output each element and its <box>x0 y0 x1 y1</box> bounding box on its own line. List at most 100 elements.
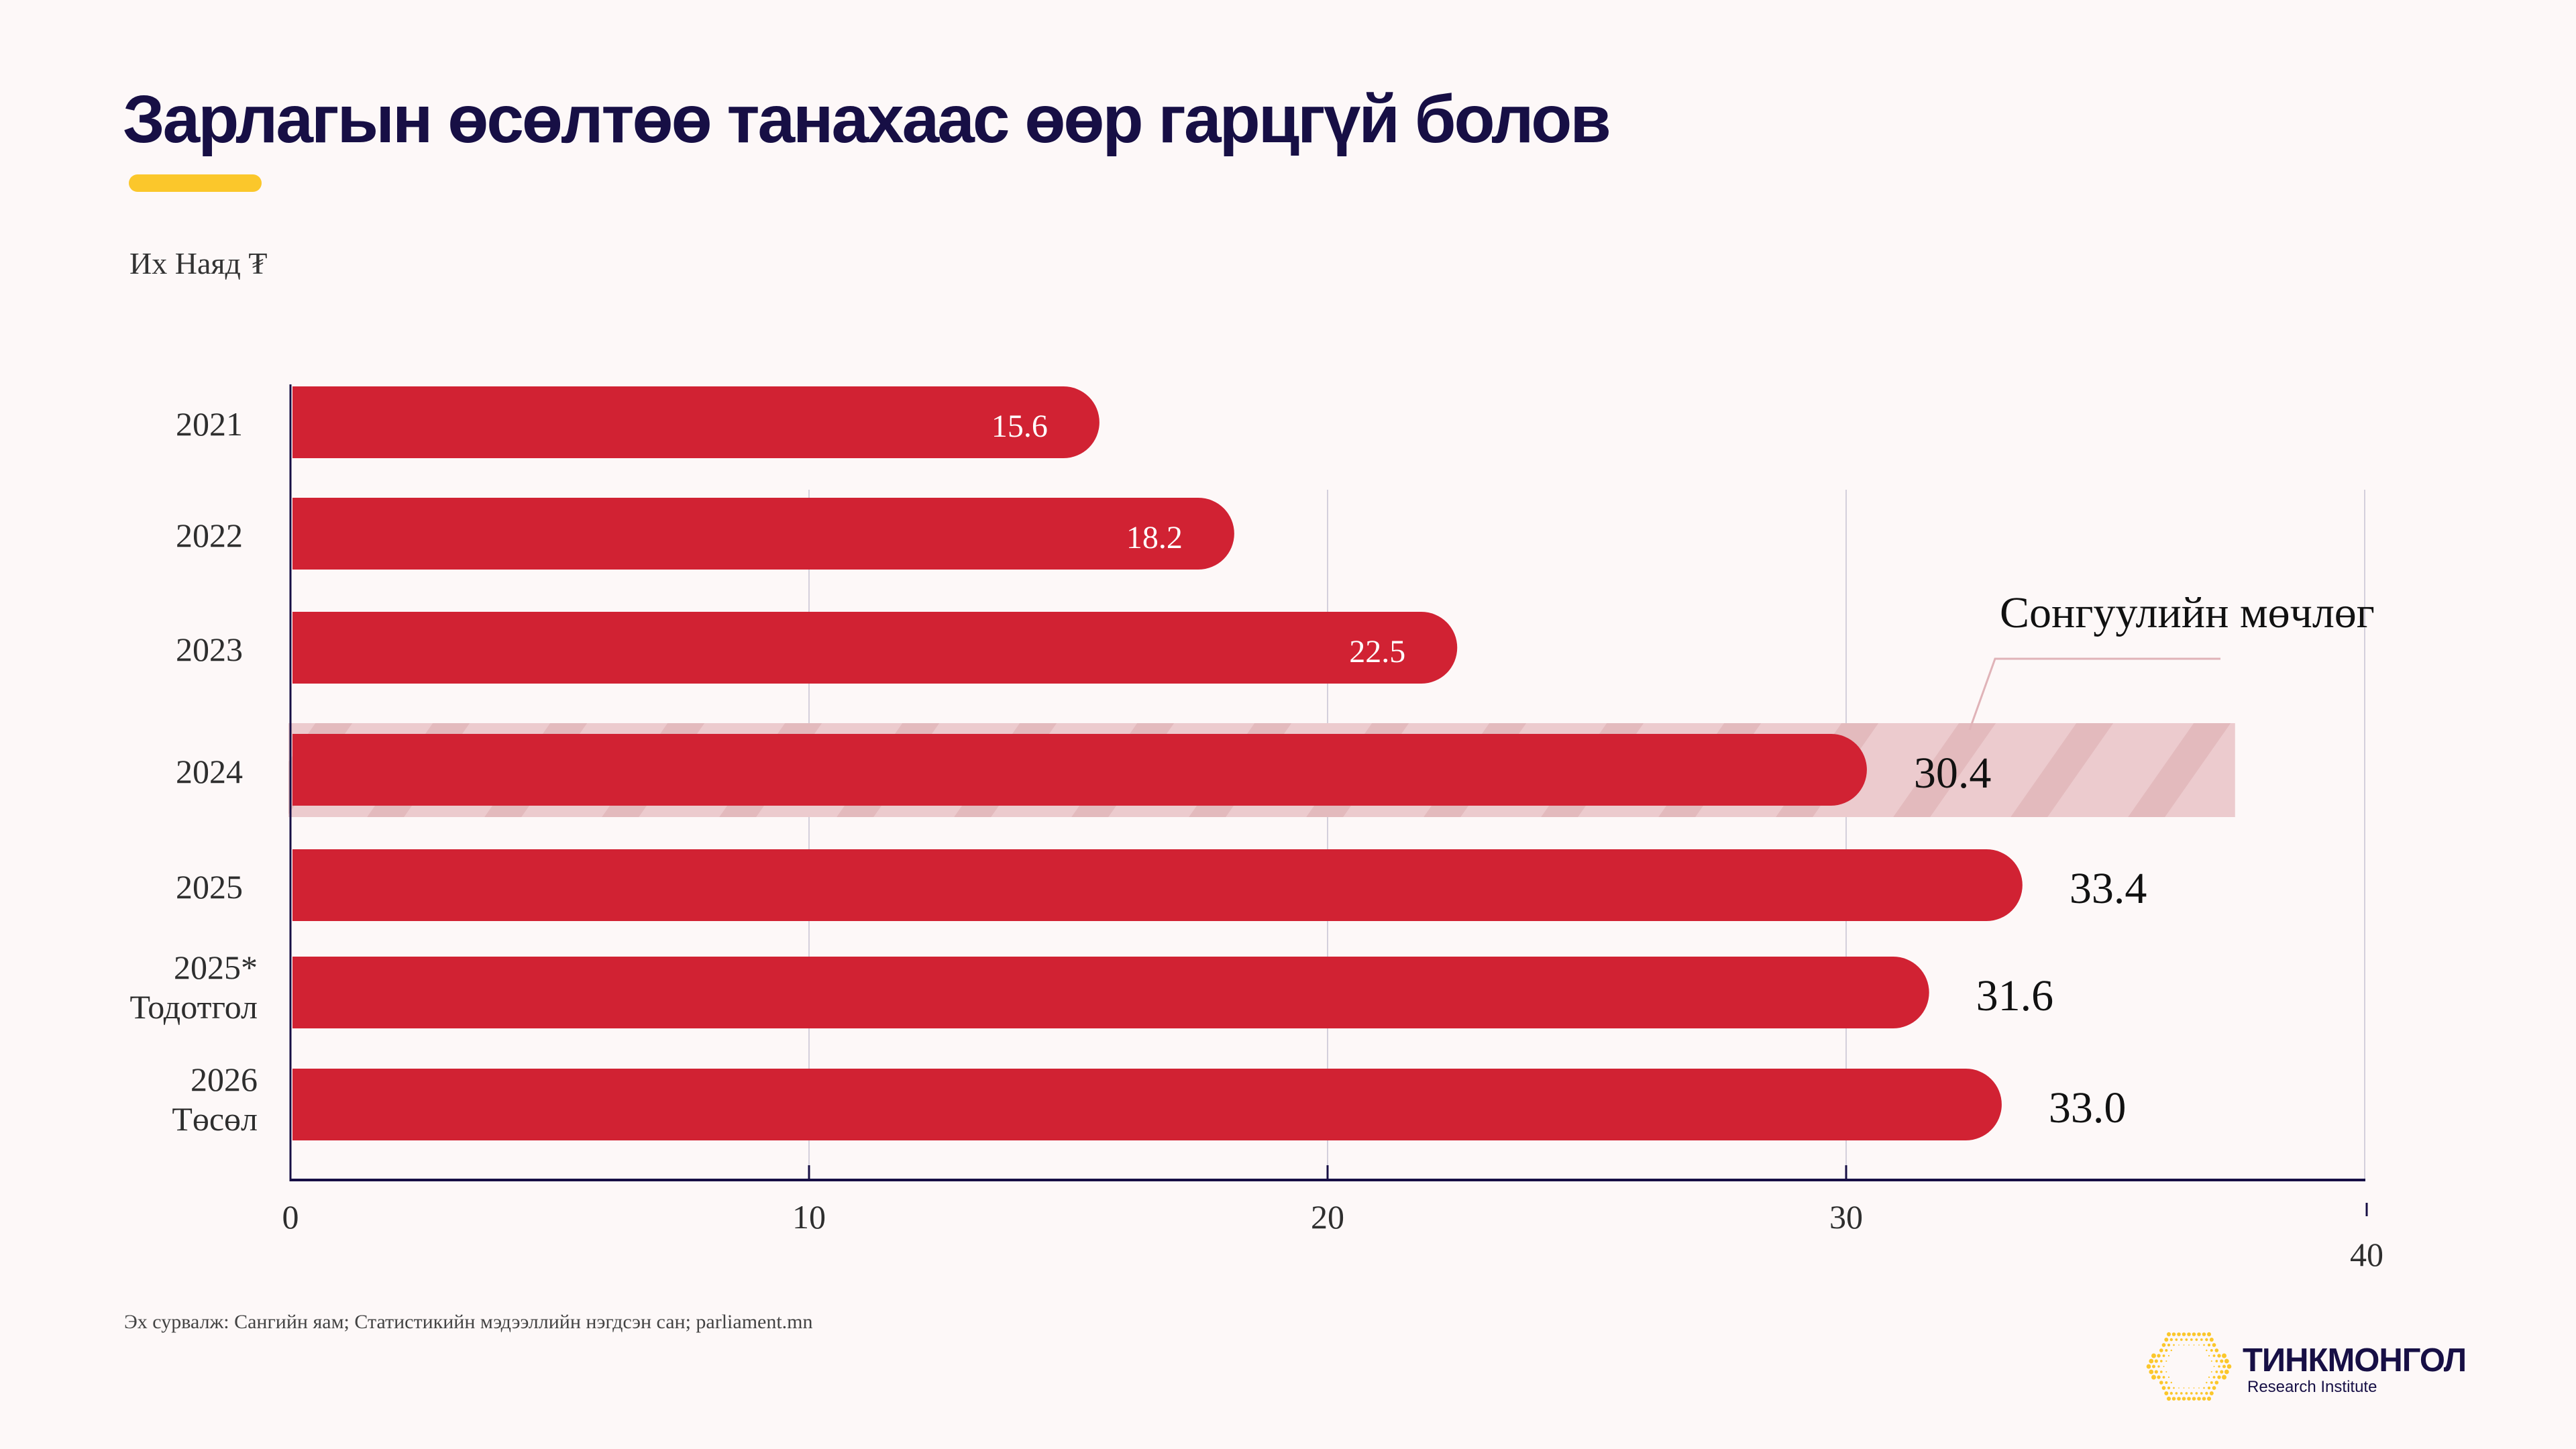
logo-subtitle: Research Institute <box>2247 1378 2377 1396</box>
logo-dot <box>2200 1392 2203 1395</box>
logo-dot <box>2214 1348 2219 1352</box>
logo-dot <box>2162 1354 2165 1357</box>
logo-dot <box>2220 1370 2224 1374</box>
logo-dot <box>2167 1376 2170 1379</box>
logo-dot <box>2178 1344 2180 1346</box>
logo-dot <box>2224 1369 2229 1375</box>
labels: Сонгуулийн мөчлөг15.6202118.2202222.5202… <box>129 405 2383 1273</box>
bar-2021 <box>292 386 1099 458</box>
logo-dot <box>2182 1332 2186 1336</box>
logo-dot <box>2209 1338 2214 1342</box>
logo-dot <box>2205 1338 2208 1342</box>
logo-dot <box>2164 1338 2169 1342</box>
logo-dot <box>2173 1387 2175 1389</box>
category-label: 2025 <box>176 868 243 906</box>
value-label: 15.6 <box>991 409 1048 444</box>
logo-dot <box>2222 1375 2226 1380</box>
logo-dot <box>2154 1359 2158 1363</box>
category-label: 2025* <box>174 949 258 986</box>
logo-dot <box>2224 1358 2229 1364</box>
category-label: 2026 <box>191 1061 258 1098</box>
logo-dot <box>2161 1386 2166 1390</box>
logo-dot <box>2159 1371 2163 1373</box>
logo-dot <box>2208 1354 2210 1357</box>
logo-dot <box>2202 1332 2206 1336</box>
logo-dot <box>2178 1387 2180 1389</box>
logo-dot <box>2173 1344 2175 1346</box>
category-sublabel: Төсөл <box>172 1100 258 1138</box>
logo-dot <box>2159 1381 2163 1385</box>
logo-dot <box>2226 1364 2232 1369</box>
logo-dot <box>2166 1332 2171 1337</box>
logo-dot <box>2151 1353 2156 1358</box>
value-label: 33.4 <box>2070 864 2147 913</box>
logo-dot <box>2190 1338 2193 1341</box>
logo-dot <box>2183 1387 2185 1389</box>
logo-dot <box>2159 1348 2163 1352</box>
logo-dot <box>2149 1358 2154 1364</box>
logo-dot <box>2187 1397 2191 1401</box>
logo-dot <box>2149 1369 2154 1375</box>
bar-2026 <box>292 1069 2002 1140</box>
logo-dot <box>2193 1387 2195 1389</box>
x-tick-label: 10 <box>792 1198 826 1236</box>
logo-dot <box>2157 1354 2161 1358</box>
title-accent-bar <box>129 174 262 192</box>
logo-dot <box>2187 1332 2191 1336</box>
logo-dot <box>2163 1366 2165 1367</box>
logo-hexagon-icon <box>2146 1332 2232 1401</box>
logo-dot <box>2157 1365 2160 1368</box>
logo-dot <box>2162 1376 2165 1379</box>
logo-dot <box>2208 1376 2210 1379</box>
logo-dot <box>2165 1348 2168 1352</box>
logo-dot <box>2212 1376 2216 1379</box>
logo-dot <box>2195 1392 2198 1395</box>
annotation-leader-line <box>1968 657 2220 731</box>
logo-dot <box>2207 1386 2211 1390</box>
value-label: 31.6 <box>1976 971 2054 1020</box>
logo-dot <box>2188 1344 2190 1346</box>
logo-dot <box>2212 1343 2216 1347</box>
logo-dot <box>2164 1391 2169 1395</box>
bar-2023 <box>292 612 1458 684</box>
logo-name: ТИНКМОНГОЛ <box>2243 1342 2467 1379</box>
logo-dot <box>2210 1381 2213 1385</box>
logo-dot <box>2177 1397 2181 1401</box>
x-tick-label: 0 <box>282 1198 299 1236</box>
axes <box>289 384 2368 1216</box>
logo-dot <box>2222 1364 2226 1368</box>
value-label: 30.4 <box>1914 749 1992 798</box>
logo-dot <box>2210 1371 2212 1373</box>
logo-dot <box>2180 1338 2183 1341</box>
logo-dot <box>2170 1381 2173 1384</box>
x-tick-label: 30 <box>1829 1198 1863 1236</box>
value-label: 22.5 <box>1349 634 1405 669</box>
logo-dot <box>2203 1344 2205 1346</box>
logo-dot <box>2200 1338 2203 1341</box>
logo-dot <box>2192 1332 2196 1336</box>
page-title: Зарлагын өсөлтөө танахаас өөр гарцгүй бо… <box>123 82 1611 157</box>
logo-dot <box>2157 1375 2161 1379</box>
logo-dot <box>2180 1392 2183 1395</box>
logo-dot <box>2177 1332 2181 1336</box>
value-label: 18.2 <box>1126 520 1183 555</box>
logo-dot <box>2169 1338 2173 1342</box>
logo-dot <box>2209 1391 2214 1395</box>
bars <box>292 386 2023 1140</box>
logo-dot <box>2192 1397 2196 1401</box>
logo-dot <box>2193 1344 2195 1346</box>
logo-dot <box>2212 1354 2216 1357</box>
logo-dot <box>2151 1364 2156 1368</box>
logo-dot <box>2198 1344 2200 1346</box>
bar-2022 <box>292 498 1234 570</box>
logo-dot <box>2182 1397 2186 1401</box>
logo-dot <box>2154 1370 2158 1374</box>
logo-dot <box>2203 1387 2205 1389</box>
logo-dot <box>2151 1375 2156 1380</box>
logo-dot <box>2205 1391 2208 1395</box>
logo-dot <box>2185 1392 2188 1395</box>
logo-dot <box>2171 1332 2176 1336</box>
category-label: 2023 <box>176 631 243 668</box>
logo-dot <box>2207 1343 2211 1347</box>
